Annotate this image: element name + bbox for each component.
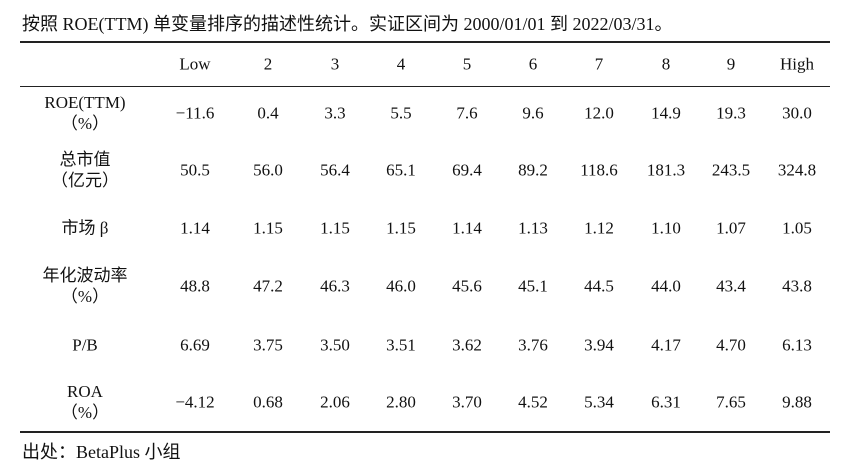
cell: 3.62 xyxy=(452,335,482,355)
cell: 243.5 xyxy=(711,160,751,180)
cell: 1.12 xyxy=(584,218,614,238)
cell: 50.5 xyxy=(180,160,210,180)
cell: 2.06 xyxy=(320,392,350,412)
cell: 1.07 xyxy=(716,218,746,238)
cell: −11.6 xyxy=(175,103,215,123)
row-label-line: 总市值 xyxy=(59,150,111,169)
cell: 30.0 xyxy=(782,103,812,123)
cell: 65.1 xyxy=(386,160,416,180)
row-label-line: ROE(TTM) xyxy=(44,93,126,112)
row-label: 市场 β xyxy=(62,218,109,239)
cell: 3.3 xyxy=(324,103,346,123)
cell: 1.15 xyxy=(253,218,283,238)
cell: 4.17 xyxy=(651,335,681,355)
column-header: 2 xyxy=(263,54,273,74)
cell: 0.4 xyxy=(257,103,279,123)
top-rule xyxy=(20,41,830,43)
cell: 3.75 xyxy=(253,335,283,355)
row-label-line: （亿元） xyxy=(51,171,119,190)
row-label: ROA （%） xyxy=(61,381,109,423)
cell: 6.69 xyxy=(180,335,210,355)
cell: 44.0 xyxy=(651,276,681,296)
cell: 1.14 xyxy=(452,218,482,238)
cell: 89.2 xyxy=(518,160,548,180)
cell: 3.76 xyxy=(518,335,548,355)
cell: 181.3 xyxy=(646,160,686,180)
cell: 7.6 xyxy=(456,103,478,123)
cell: 43.4 xyxy=(716,276,746,296)
cell: −4.12 xyxy=(175,392,215,412)
cell: 4.52 xyxy=(518,392,548,412)
row-label-line: 年化波动率 xyxy=(42,266,128,285)
cell: 46.0 xyxy=(386,276,416,296)
cell: 47.2 xyxy=(253,276,283,296)
cell: 4.70 xyxy=(716,335,746,355)
cell: 43.8 xyxy=(782,276,812,296)
cell: 1.13 xyxy=(518,218,548,238)
cell: 5.5 xyxy=(390,103,412,123)
column-header: 9 xyxy=(726,54,736,74)
cell: 19.3 xyxy=(716,103,746,123)
cell: 3.51 xyxy=(386,335,416,355)
cell: 45.6 xyxy=(452,276,482,296)
cell: 1.10 xyxy=(651,218,681,238)
cell: 44.5 xyxy=(584,276,614,296)
column-header: 8 xyxy=(661,54,671,74)
cell: 69.4 xyxy=(452,160,482,180)
column-header: 6 xyxy=(528,54,538,74)
cell: 14.9 xyxy=(651,103,681,123)
row-label: P/B xyxy=(72,335,98,356)
cell: 6.31 xyxy=(651,392,681,412)
cell: 118.6 xyxy=(580,160,618,180)
row-label-line: ROA xyxy=(67,382,103,401)
column-header: Low xyxy=(179,54,211,74)
cell: 12.0 xyxy=(584,103,614,123)
row-label-line: （%） xyxy=(60,287,110,306)
cell: 56.0 xyxy=(253,160,283,180)
row-label-line: P/B xyxy=(72,335,98,355)
source: 出处：BetaPlus 小组 xyxy=(22,442,181,462)
cell: 5.34 xyxy=(584,392,614,412)
column-header: 7 xyxy=(594,54,604,74)
cell: 1.15 xyxy=(386,218,416,238)
cell: 3.50 xyxy=(320,335,350,355)
cell: 7.65 xyxy=(716,392,746,412)
cell: 6.13 xyxy=(782,335,812,355)
bottom-rule xyxy=(20,431,830,433)
cell: 1.05 xyxy=(782,218,812,238)
cell: 1.14 xyxy=(180,218,210,238)
cell: 9.88 xyxy=(782,392,812,412)
row-label-line: （%） xyxy=(60,114,110,133)
row-label: 总市值 （亿元） xyxy=(51,149,119,191)
cell: 2.80 xyxy=(386,392,416,412)
cell: 46.3 xyxy=(320,276,350,296)
column-header: 4 xyxy=(396,54,406,74)
cell: 0.68 xyxy=(253,392,283,412)
header-rule xyxy=(20,86,830,87)
cell: 56.4 xyxy=(320,160,350,180)
row-label-line: （%） xyxy=(60,403,110,422)
cell: 1.15 xyxy=(320,218,350,238)
title: 按照 ROE(TTM) 单变量排序的描述性统计。实证区间为 2000/01/01… xyxy=(22,14,673,34)
cell: 3.70 xyxy=(452,392,482,412)
cell: 324.8 xyxy=(777,160,817,180)
column-header: 5 xyxy=(462,54,472,74)
row-label: ROE(TTM) （%） xyxy=(44,92,125,134)
cell: 48.8 xyxy=(180,276,210,296)
row-label-line: 市场 β xyxy=(61,218,109,238)
cell: 3.94 xyxy=(584,335,614,355)
cell: 45.1 xyxy=(518,276,548,296)
column-header: High xyxy=(780,54,814,74)
row-label: 年化波动率 （%） xyxy=(43,265,128,307)
cell: 9.6 xyxy=(522,103,544,123)
column-header: 3 xyxy=(330,54,340,74)
